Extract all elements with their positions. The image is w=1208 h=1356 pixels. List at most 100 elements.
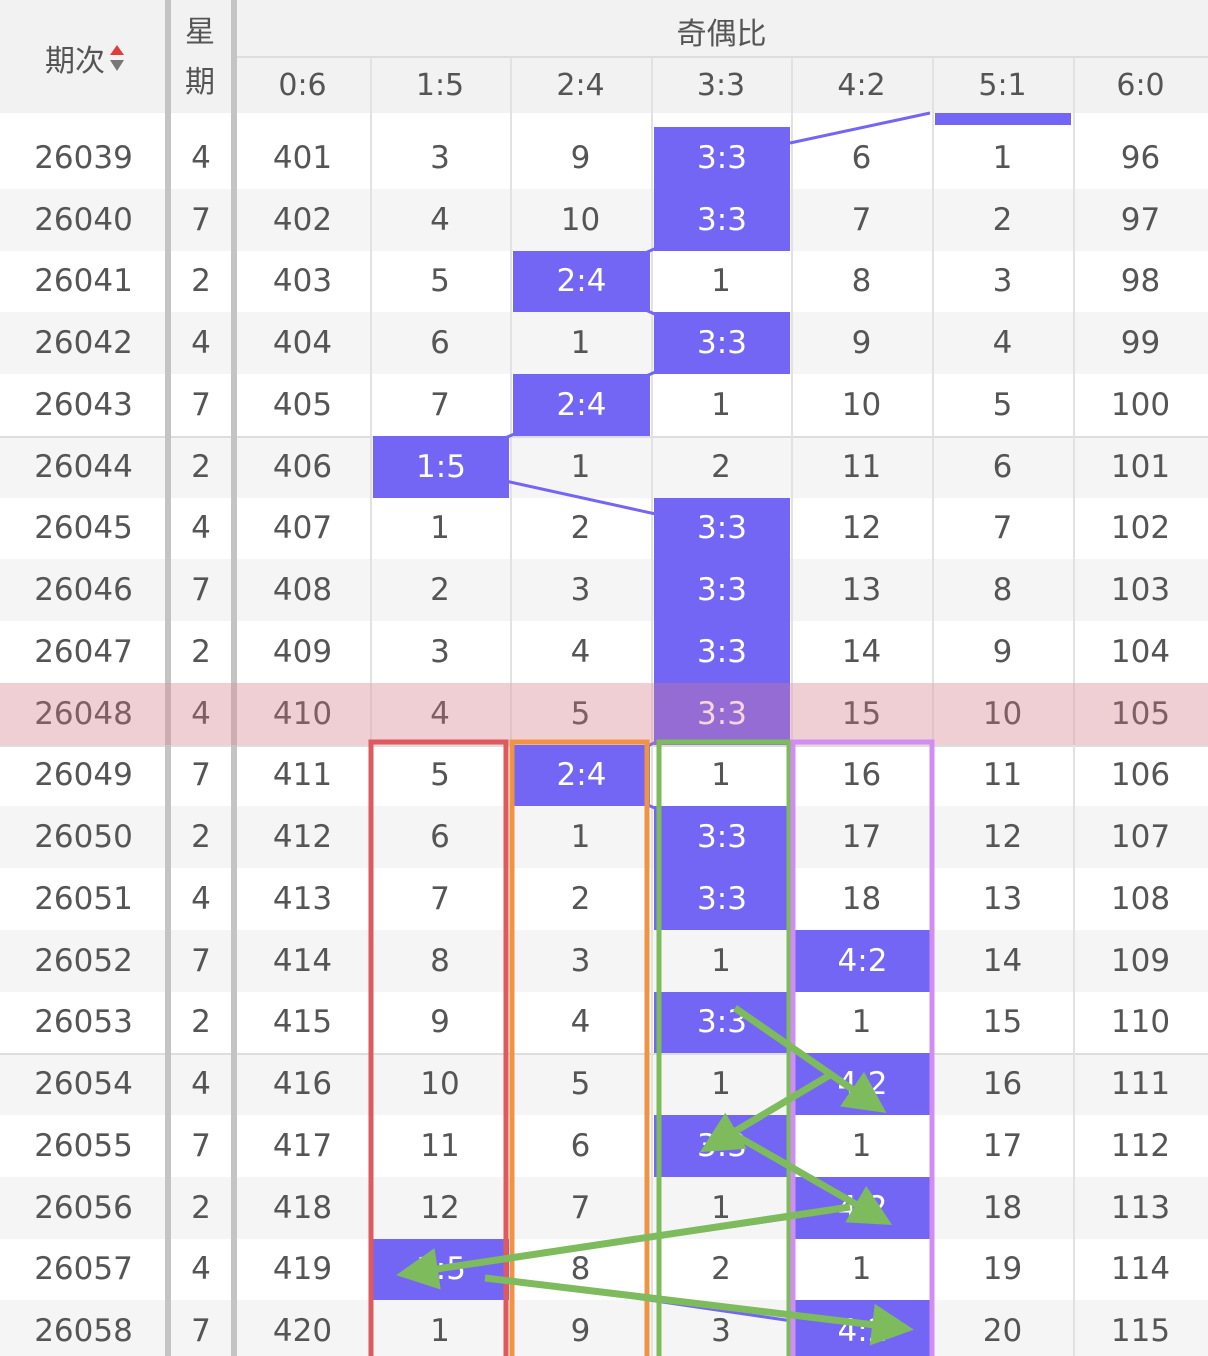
hit-cell: 3:3: [654, 559, 790, 621]
weekday-cell: 7: [191, 1127, 211, 1164]
period-cell: 26057: [34, 1251, 133, 1288]
period-cell: 26058: [34, 1313, 133, 1350]
miss-cell: 403: [272, 263, 333, 300]
miss-cell: 1: [851, 1004, 872, 1041]
period-cell: 26054: [34, 1066, 133, 1103]
column-divider: [1073, 58, 1075, 1356]
miss-cell: 10: [982, 695, 1023, 732]
miss-cell: 2: [992, 201, 1013, 238]
miss-cell: 4: [430, 695, 450, 732]
miss-cell: 102: [1110, 510, 1171, 547]
miss-cell: 14: [982, 942, 1023, 979]
miss-cell: 103: [1110, 572, 1171, 609]
miss-cell: 404: [272, 325, 333, 362]
miss-cell: 110: [1110, 1004, 1171, 1041]
miss-cell: 16: [982, 1066, 1023, 1103]
miss-cell: 7: [430, 880, 450, 917]
miss-cell: 10: [560, 201, 601, 238]
hit-cell: 4:2: [794, 929, 931, 992]
miss-cell: 1: [851, 1251, 872, 1288]
hit-cell: 2:4: [513, 374, 650, 436]
period-cell: 26051: [34, 880, 133, 917]
miss-cell: 13: [982, 880, 1023, 917]
miss-cell: 9: [430, 1004, 450, 1041]
miss-cell: 4: [430, 201, 450, 238]
miss-cell: 1: [851, 1127, 872, 1164]
period-cell: 26047: [34, 633, 133, 670]
miss-cell: 10: [420, 1066, 460, 1103]
hit-cell: 3:3: [654, 991, 790, 1054]
miss-cell: 20: [982, 1313, 1023, 1350]
miss-cell: 1: [711, 263, 731, 300]
miss-cell: 1: [992, 139, 1013, 176]
thick-divider: [231, 0, 237, 1356]
weekday-cell: 4: [191, 1066, 211, 1103]
period-cell: 26049: [34, 757, 133, 794]
miss-cell: 111: [1110, 1066, 1171, 1103]
row-bg: [0, 312, 1208, 374]
weekday-cell: 7: [191, 201, 211, 238]
miss-cell: 414: [272, 942, 333, 979]
miss-cell: 104: [1110, 633, 1171, 670]
row-bg: [0, 991, 1208, 1054]
miss-cell: 6: [851, 139, 872, 176]
weekday-cell: 7: [191, 572, 211, 609]
miss-cell: 415: [272, 1004, 333, 1041]
miss-cell: 12: [420, 1189, 460, 1226]
weekday-cell: 4: [191, 139, 211, 176]
period-cell: 26043: [34, 386, 133, 423]
miss-cell: 1: [570, 325, 591, 362]
period-cell: 26041: [34, 263, 133, 300]
period-header[interactable]: 期次: [30, 30, 140, 86]
period-header-text: 期次: [45, 44, 105, 79]
weekday-cell: 2: [191, 1004, 211, 1041]
sort-icon[interactable]: [109, 43, 125, 73]
miss-cell: 2: [711, 1251, 731, 1288]
miss-cell: 1: [711, 386, 731, 423]
period-cell: 26044: [34, 448, 133, 485]
period-cell: 26042: [34, 325, 133, 362]
row-bg: [0, 435, 1208, 500]
miss-cell: 8: [851, 263, 872, 300]
miss-cell: 8: [430, 942, 450, 979]
miss-cell: 17: [841, 819, 882, 856]
row-bg: [0, 1115, 1208, 1177]
miss-cell: 406: [272, 448, 333, 485]
miss-cell: 408: [272, 572, 333, 609]
miss-cell: 18: [841, 880, 882, 917]
weekday-cell: 2: [191, 1189, 211, 1226]
miss-cell: 7: [570, 1189, 591, 1226]
row-bg: [0, 127, 1208, 189]
miss-cell: 11: [841, 448, 882, 485]
weekday-cell: 2: [191, 819, 211, 856]
period-cell: 26055: [34, 1127, 133, 1164]
row-bg: [0, 621, 1208, 683]
weekday-cell: 7: [191, 1313, 211, 1350]
hit-cell: 1:5: [373, 435, 509, 498]
miss-cell: 12: [982, 819, 1023, 856]
column-header: 0:6: [278, 68, 327, 103]
hit-cell: 3:3: [654, 621, 790, 683]
miss-cell: 409: [272, 633, 333, 670]
miss-cell: 4: [570, 1004, 591, 1041]
miss-cell: 9: [851, 325, 872, 362]
hit-cell: 3:3: [654, 682, 790, 745]
miss-cell: 7: [851, 201, 872, 238]
header-divider: [235, 56, 1208, 58]
miss-cell: 97: [1120, 201, 1161, 238]
miss-cell: 1: [711, 1066, 731, 1103]
miss-cell: 96: [1120, 139, 1161, 176]
weekday-cell: 2: [191, 448, 211, 485]
miss-cell: 107: [1110, 819, 1171, 856]
miss-cell: 3: [430, 139, 450, 176]
miss-cell: 5: [570, 695, 591, 732]
miss-cell: 417: [272, 1127, 333, 1164]
miss-cell: 10: [841, 386, 882, 423]
weekday-cell: 4: [191, 1251, 211, 1288]
period-cell: 26052: [34, 942, 133, 979]
weekday-cell: 7: [191, 757, 211, 794]
row-bg: [0, 1300, 1208, 1356]
hit-cell: 3:3: [654, 127, 790, 189]
column-divider: [370, 58, 372, 1356]
